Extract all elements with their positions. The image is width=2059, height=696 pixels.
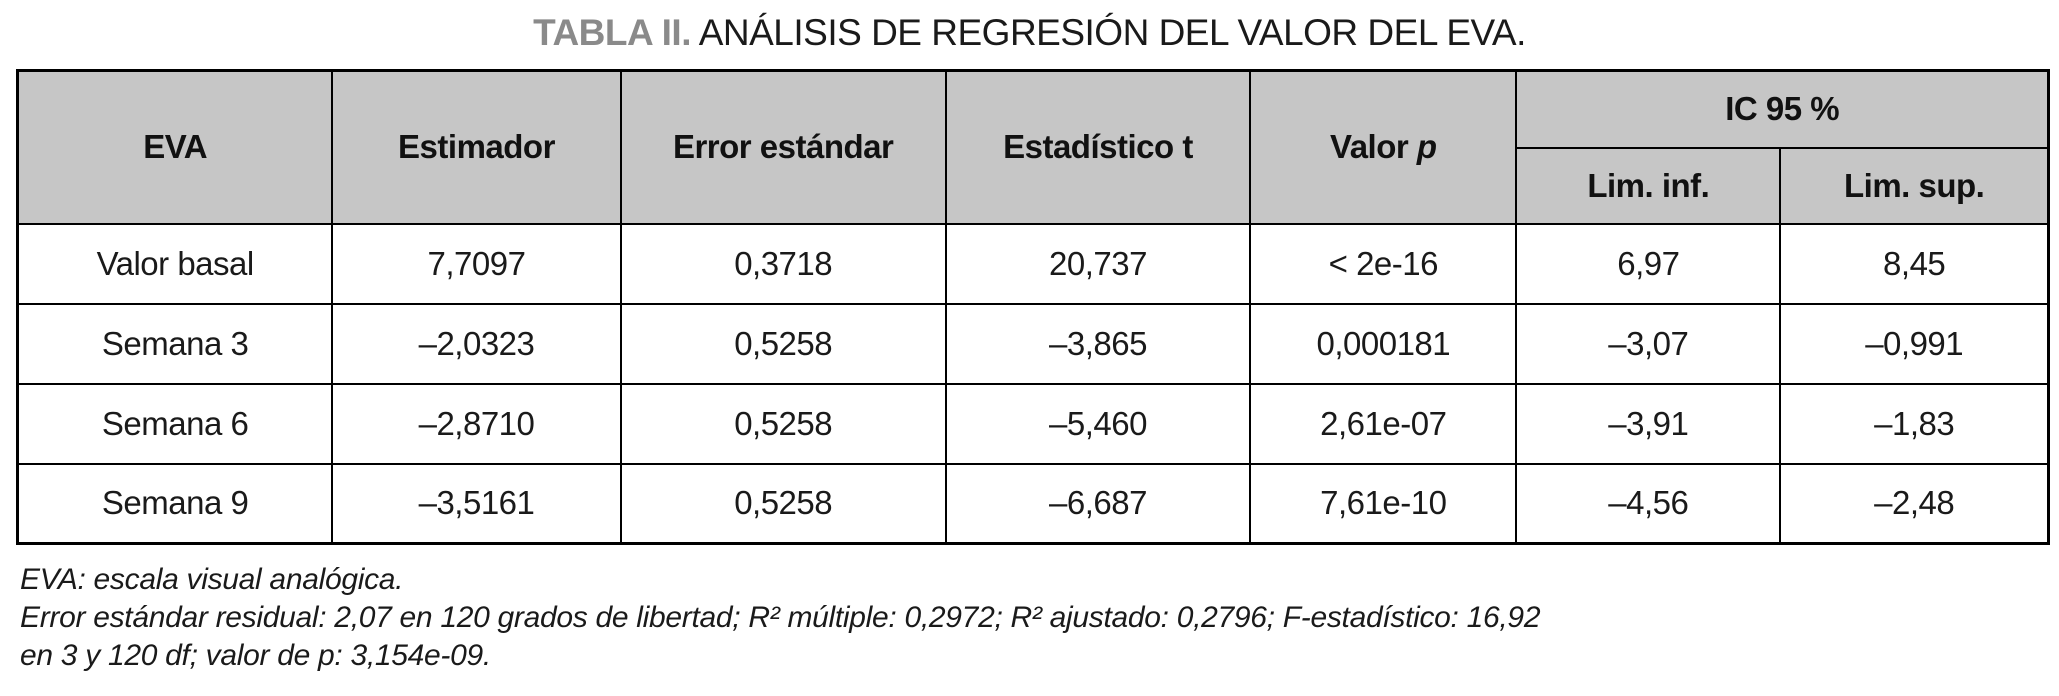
- table-title-label: TABLA II.: [533, 12, 691, 53]
- header-valor-word: Valor: [1330, 128, 1409, 166]
- cell-label: Semana 3: [16, 302, 334, 385]
- footnote-line: Error estándar residual: 2,07 en 120 gra…: [20, 601, 1541, 634]
- cell-t: –5,460: [944, 382, 1252, 465]
- cell-estimador: –3,5161: [331, 462, 622, 545]
- header-eva: EVA: [16, 69, 334, 225]
- cell-lim-sup: –1,83: [1779, 382, 2050, 465]
- cell-lim-inf: 6,97: [1515, 222, 1782, 305]
- regression-table: EVA Estimador Error estándar Estadístico…: [16, 69, 2050, 545]
- cell-p: < 2e-16: [1249, 222, 1518, 305]
- cell-estimador: –2,0323: [331, 302, 622, 385]
- cell-lim-inf: –4,56: [1515, 462, 1782, 545]
- cell-p: 0,000181: [1249, 302, 1518, 385]
- header-valor-p: Valor p: [1249, 69, 1518, 225]
- cell-estimador: –2,8710: [331, 382, 622, 465]
- table-header: EVA Estimador Error estándar Estadístico…: [16, 69, 2050, 225]
- cell-lim-sup: –0,991: [1779, 302, 2050, 385]
- cell-t: 20,737: [944, 222, 1252, 305]
- table-row: Semana 6 –2,8710 0,5258 –5,460 2,61e-07 …: [16, 382, 2050, 465]
- header-estimador: Estimador: [331, 69, 622, 225]
- header-error-estandar: Error estándar: [619, 69, 947, 225]
- header-row-top: EVA Estimador Error estándar Estadístico…: [16, 69, 2050, 225]
- cell-p: 7,61e-10: [1249, 462, 1518, 545]
- cell-error: 0,5258: [619, 302, 947, 385]
- header-p-symbol: p: [1416, 128, 1437, 166]
- header-row-sub: Lim. inf. Lim. sup.: [18, 146, 2050, 225]
- cell-p: 2,61e-07: [1249, 382, 1518, 465]
- footnotes: EVA: escala visual analógica. Error está…: [20, 561, 2059, 675]
- table-row: Valor basal 7,7097 0,3718 20,737 < 2e-16…: [16, 222, 2050, 305]
- cell-lim-inf: –3,91: [1515, 382, 1782, 465]
- cell-error: 0,5258: [619, 382, 947, 465]
- header-ic95: IC 95 %: [1515, 69, 2050, 149]
- header-lim-inf: Lim. inf.: [1515, 146, 1782, 225]
- table-body: Valor basal 7,7097 0,3718 20,737 < 2e-16…: [16, 222, 2050, 545]
- table-title: TABLA II. ANÁLISIS DE REGRESIÓN DEL VALO…: [0, 0, 2059, 54]
- cell-error: 0,3718: [619, 222, 947, 305]
- header-lim-sup: Lim. sup.: [1779, 146, 2050, 225]
- cell-lim-sup: –2,48: [1779, 462, 2050, 545]
- table-row: Semana 3 –2,0323 0,5258 –3,865 0,000181 …: [16, 302, 2050, 385]
- cell-t: –3,865: [944, 302, 1252, 385]
- cell-label: Semana 9: [16, 462, 334, 545]
- cell-error: 0,5258: [619, 462, 947, 545]
- cell-t: –6,687: [944, 462, 1252, 545]
- cell-lim-sup: 8,45: [1779, 222, 2050, 305]
- cell-label: Semana 6: [16, 382, 334, 465]
- cell-lim-inf: –3,07: [1515, 302, 1782, 385]
- table-title-text: ANÁLISIS DE REGRESIÓN DEL VALOR DEL EVA.: [698, 12, 1527, 53]
- footnote-line: EVA: escala visual analógica.: [20, 563, 404, 596]
- cell-label: Valor basal: [16, 222, 334, 305]
- cell-estimador: 7,7097: [331, 222, 622, 305]
- header-estadistico-t: Estadístico t: [944, 69, 1252, 225]
- table-row: Semana 9 –3,5161 0,5258 –6,687 7,61e-10 …: [16, 462, 2050, 545]
- footnote-line: en 3 y 120 df; valor de p: 3,154e-09.: [20, 639, 491, 672]
